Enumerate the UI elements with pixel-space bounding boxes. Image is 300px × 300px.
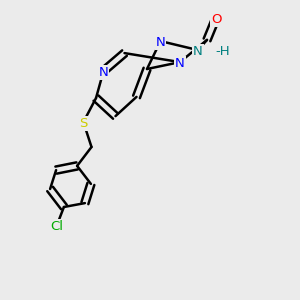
Text: N: N [156, 36, 165, 49]
Text: N: N [175, 57, 185, 70]
Text: N: N [193, 45, 203, 58]
Text: O: O [211, 13, 221, 26]
Text: S: S [79, 117, 88, 130]
Text: -H: -H [215, 45, 230, 58]
Text: N: N [99, 66, 108, 79]
Text: Cl: Cl [50, 220, 64, 233]
